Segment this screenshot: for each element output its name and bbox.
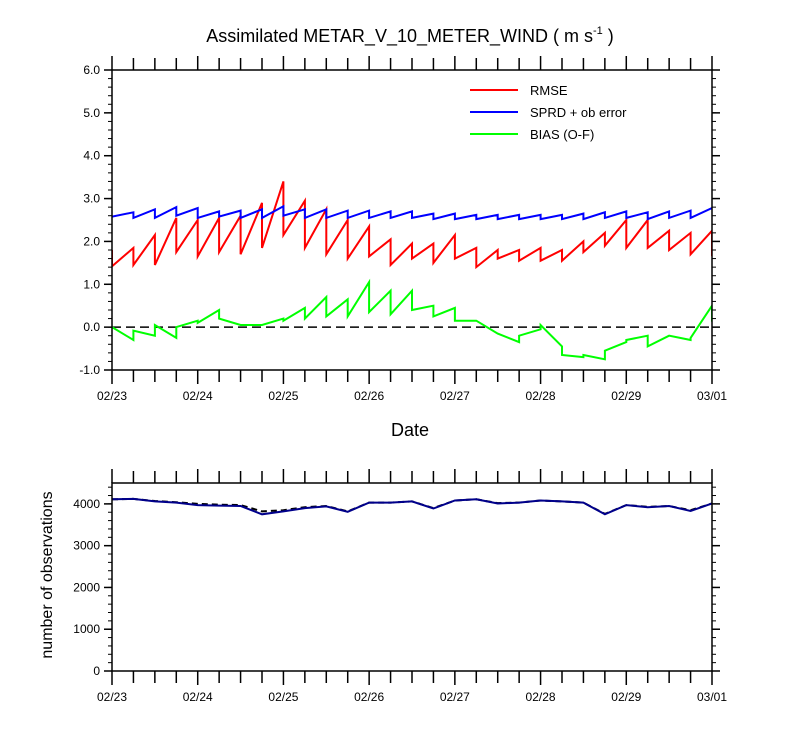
top-y-tick-label: 3.0: [83, 192, 100, 206]
top-x-tick-label: 02/25: [268, 389, 298, 403]
top-panel: -1.0 0.0 1.0 2.0 3.0 4.0 5.0 6.0 02/23 02/24 02/25…: [79, 56, 727, 403]
top-y-tick-label: 0.0: [83, 320, 100, 334]
top-x-tick-label: 02/28: [526, 389, 556, 403]
top-x-tick-label: 02/26: [354, 389, 384, 403]
legend-label: RMSE: [530, 83, 568, 98]
top-x-tick-label: 03/01: [697, 389, 727, 403]
top-series-line-2: [112, 204, 712, 221]
chart-title-exponent: -1: [593, 25, 603, 37]
bottom-x-tick-label: 02/29: [611, 690, 641, 704]
bottom-x-tick-label: 02/24: [183, 690, 213, 704]
top-x-tick-label: 02/29: [611, 389, 641, 403]
bottom-x-tick-label: 02/26: [354, 690, 384, 704]
bottom-x-tick-label: 02/27: [440, 690, 470, 704]
top-x-tick-label: 02/24: [183, 389, 213, 403]
top-y-tick-label: -1.0: [79, 363, 100, 377]
chart-title: Assimilated METAR_V_10_METER_WIND ( m s-…: [206, 25, 614, 47]
top-series-line-3: [112, 278, 712, 361]
legend-label: SPRD + ob error: [530, 105, 627, 120]
top-x-tick-label: 02/27: [440, 389, 470, 403]
top-x-tick-label: 02/23: [97, 389, 127, 403]
bottom-y-tick-label: 1000: [73, 622, 100, 636]
bottom-x-tick-label: 02/25: [268, 690, 298, 704]
top-y-tick-label: 1.0: [83, 277, 100, 291]
legend: RMSE SPRD + ob error BIAS (O-F): [470, 83, 627, 142]
bottom-y-tick-label: 4000: [73, 497, 100, 511]
chart-title-close: ): [603, 26, 614, 46]
top-x-axis-label: Date: [391, 420, 429, 440]
legend-label: BIAS (O-F): [530, 127, 594, 142]
top-y-tick-label: 5.0: [83, 106, 100, 120]
bottom-y-tick-label: 3000: [73, 539, 100, 553]
top-series-line-1: [112, 181, 712, 270]
bottom-x-tick-label: 02/28: [526, 690, 556, 704]
chart-title-text: Assimilated METAR_V_10_METER_WIND ( m s: [206, 26, 593, 47]
bottom-y-tick-label: 2000: [73, 580, 100, 594]
top-y-tick-label: 4.0: [83, 149, 100, 163]
bottom-panel: 0 1000 2000 3000 4000 02/23 02/24 02/25 02/26 02/…: [73, 469, 727, 704]
bottom-x-tick-label: 02/23: [97, 690, 127, 704]
top-plot-frame: [111, 69, 713, 371]
bottom-y-axis-label: number of observations: [39, 491, 56, 658]
bottom-series-line-2: [112, 497, 712, 516]
bottom-y-tick-label: 0: [93, 664, 100, 678]
top-y-tick-label: 2.0: [83, 234, 100, 248]
bottom-x-tick-label: 03/01: [697, 690, 727, 704]
top-y-tick-label: 6.0: [83, 63, 100, 77]
bottom-plot-frame: [111, 482, 713, 672]
